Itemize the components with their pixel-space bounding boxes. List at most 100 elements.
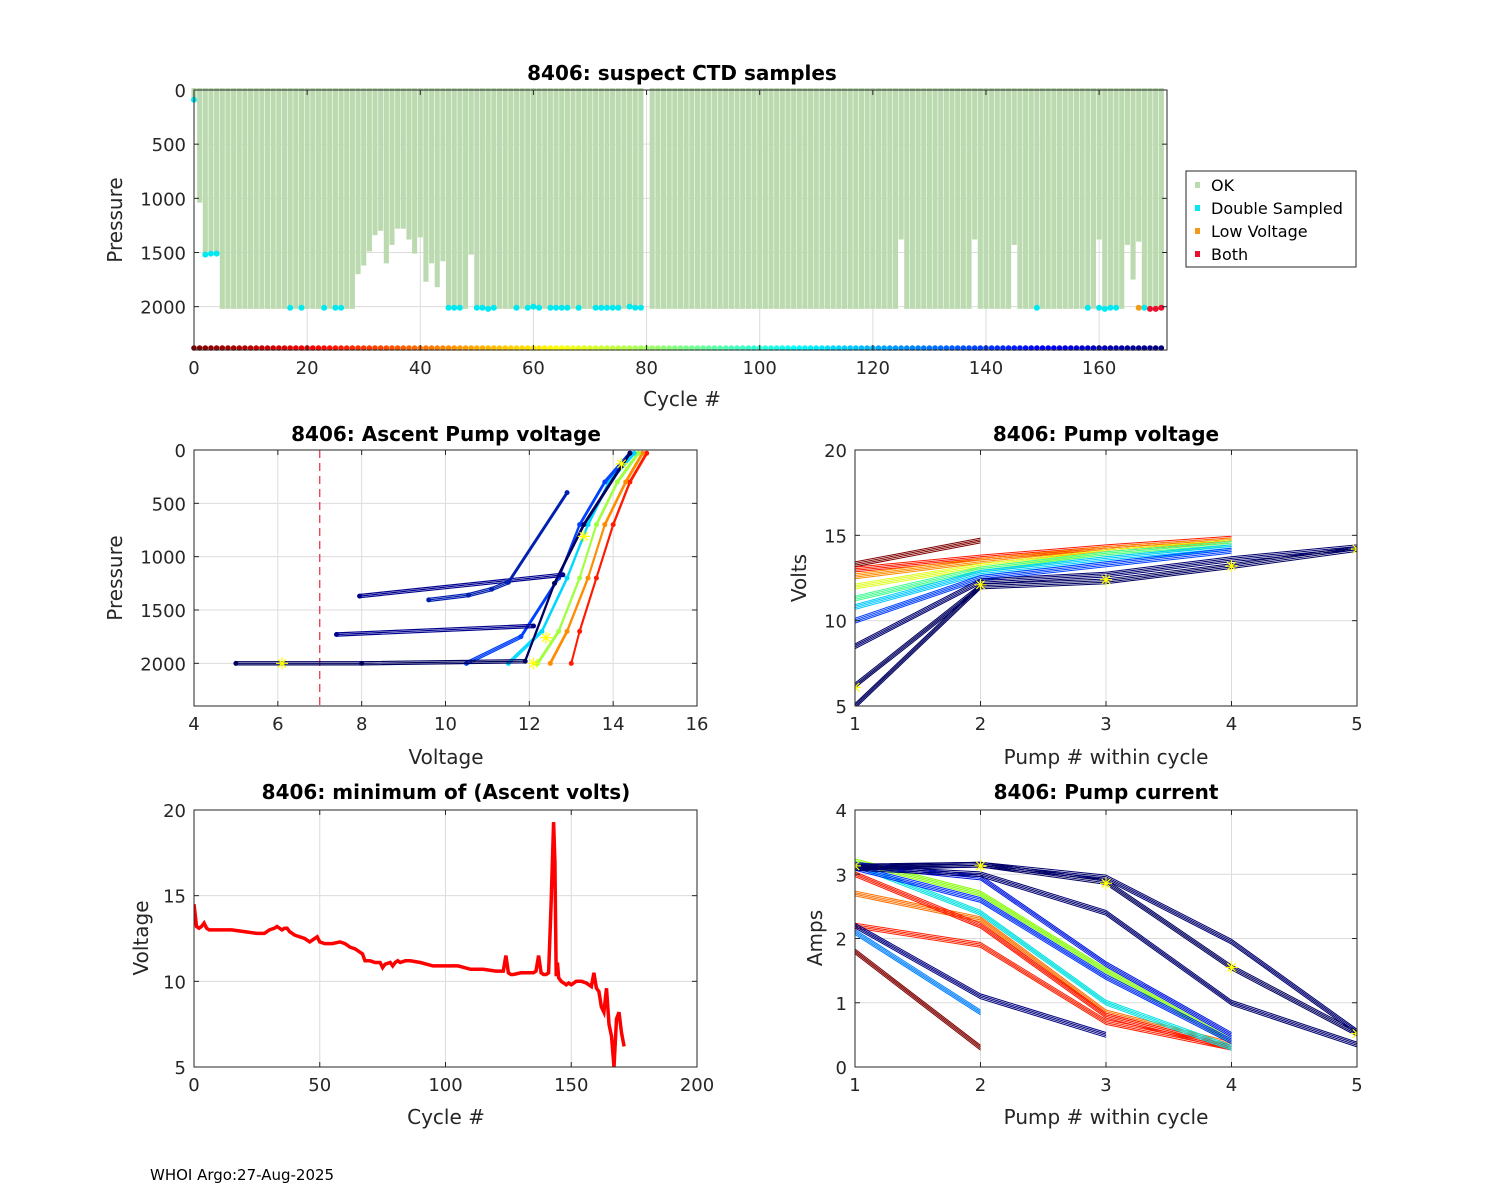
profile-column: [423, 88, 429, 282]
profile-column: [400, 88, 406, 229]
double-sampled-point: [626, 303, 633, 310]
profile-column: [1028, 88, 1034, 309]
legend-label: OK: [1211, 176, 1235, 195]
title-pump-voltage: 8406: Pump voltage: [993, 422, 1219, 446]
profile-column: [983, 88, 989, 309]
data-point: [577, 628, 583, 634]
data-point: [551, 580, 557, 586]
cycle-dot: [423, 345, 429, 351]
cycle-dot: [1158, 345, 1165, 351]
cycle-dot: [689, 345, 695, 351]
profile-column: [672, 88, 678, 309]
cycle-dot: [293, 345, 299, 351]
profile-column: [1056, 88, 1063, 309]
ylabel-suspect-ctd: Pressure: [103, 177, 127, 262]
series-line: [855, 951, 981, 1049]
xtick-label: 6: [272, 714, 283, 735]
profile-column: [208, 88, 214, 254]
cycle-dot: [1113, 345, 1119, 351]
cycle-dot: [994, 345, 1001, 351]
cycle-dot: [1022, 345, 1029, 351]
data-point: [556, 628, 562, 634]
profile-column: [677, 88, 684, 309]
series-line: [855, 864, 1357, 1043]
xtick-label: 0: [188, 1075, 199, 1096]
cycle-dot: [411, 345, 418, 351]
data-point: [564, 628, 570, 634]
profile-column: [598, 88, 604, 309]
cycle-dot: [1028, 345, 1035, 351]
double-sampled-point: [213, 250, 220, 257]
profile-column: [542, 88, 548, 309]
cycle-dot: [1107, 345, 1114, 351]
cycle-dot: [451, 345, 458, 351]
profile-column: [525, 88, 531, 309]
series-line: [856, 588, 981, 706]
series-group: [233, 450, 650, 706]
xtick-label: 100: [428, 1075, 462, 1096]
cycle-dot: [988, 345, 995, 351]
cycle-dot: [858, 345, 865, 351]
profile-column: [926, 88, 932, 309]
xtick-label: 3: [1100, 714, 1111, 735]
profile-column: [694, 88, 701, 309]
data-point: [518, 634, 524, 640]
double-sampled-point: [524, 304, 531, 311]
double-sampled-point: [490, 304, 497, 311]
profile-column: [796, 88, 802, 309]
profile-column: [858, 88, 865, 309]
cycle-dot: [264, 345, 271, 351]
profile-column: [496, 88, 503, 309]
profile-column: [610, 88, 616, 309]
xtick-label: 60: [522, 358, 545, 379]
double-sampled-point: [536, 304, 543, 311]
profile-column: [287, 88, 293, 309]
cycle-dot: [315, 345, 322, 351]
data-point: [577, 522, 583, 528]
double-sampled-point: [473, 304, 480, 311]
cycle-dot: [553, 345, 559, 351]
legend-marker: [1195, 182, 1200, 188]
ylabel-pump-voltage: Volts: [787, 554, 811, 602]
data-point: [610, 522, 616, 528]
double-sampled-point: [1096, 304, 1103, 311]
ytick-label: 0: [175, 441, 186, 462]
profile-column: [417, 88, 423, 238]
profile-column: [774, 88, 780, 309]
xtick-label: 20: [296, 358, 319, 379]
highlight-marker: [974, 859, 987, 872]
cycle-dot: [332, 345, 339, 351]
cycle-dot: [773, 345, 780, 351]
profile-column: [1141, 88, 1147, 309]
cycle-dot: [541, 345, 548, 351]
series-line: [855, 537, 1232, 575]
series-line: [855, 858, 1232, 1040]
profile-column: [847, 88, 853, 309]
series-line: [194, 821, 626, 1067]
series-line: [855, 549, 1232, 621]
profile-column: [728, 88, 734, 309]
xtick-label: 1: [849, 714, 860, 735]
profile-column: [457, 88, 463, 309]
data-point: [614, 479, 620, 485]
series-line: [855, 871, 1232, 1046]
both-point: [1147, 305, 1154, 312]
cycle-dot: [524, 345, 531, 351]
series-line: [855, 535, 1232, 568]
cycle-dot: [638, 345, 644, 351]
profile-column: [327, 88, 333, 309]
xtick-label: 160: [1082, 358, 1116, 379]
xtick-label: 3: [1100, 1075, 1111, 1096]
profile-column: [236, 88, 242, 309]
profile-column: [1006, 88, 1012, 309]
cycle-dot: [208, 345, 214, 351]
profile-column: [1073, 88, 1080, 309]
series-line: [570, 454, 648, 666]
ytick-label: 1500: [140, 244, 186, 265]
profile-column: [649, 88, 655, 309]
profile-column: [559, 88, 565, 309]
cycle-dot: [462, 345, 469, 351]
cycle-dot: [247, 345, 254, 351]
profile-column: [655, 88, 661, 309]
